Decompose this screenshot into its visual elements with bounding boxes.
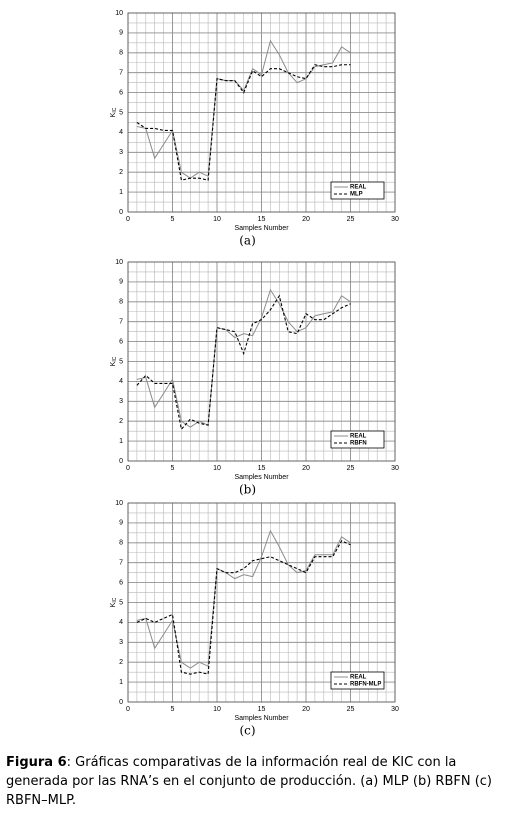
y-tick-label: 6 bbox=[119, 338, 123, 345]
y-tick-label: 9 bbox=[119, 279, 123, 286]
y-axis-label: KIC bbox=[110, 107, 118, 117]
x-tick-label: 15 bbox=[258, 706, 266, 713]
y-tick-label: 6 bbox=[119, 89, 123, 96]
x-tick-label: 0 bbox=[126, 216, 130, 223]
x-tick-label: 10 bbox=[213, 216, 221, 223]
y-tick-label: 9 bbox=[119, 30, 123, 37]
y-axis-label-sub: IC bbox=[112, 597, 118, 602]
legend-box bbox=[330, 181, 385, 200]
y-tick-label: 7 bbox=[119, 560, 123, 567]
y-axis-label: KIC bbox=[110, 597, 118, 607]
data-line bbox=[136, 64, 351, 181]
y-axis-label-main: K bbox=[110, 361, 117, 366]
data-line bbox=[136, 540, 351, 675]
plot-frame bbox=[127, 261, 396, 462]
y-tick-label: 4 bbox=[119, 129, 123, 136]
y-tick-label: 2 bbox=[119, 169, 123, 176]
x-tick-label: 5 bbox=[171, 216, 175, 223]
x-tick-label: 20 bbox=[302, 216, 310, 223]
legend-box bbox=[330, 671, 385, 690]
y-tick-label: 10 bbox=[115, 259, 123, 266]
x-tick-label: 30 bbox=[391, 216, 399, 223]
y-tick-label: 0 bbox=[119, 699, 123, 706]
x-tick-label: 0 bbox=[126, 706, 130, 713]
caption: Figura 6: Gráficas comparativas de la in… bbox=[6, 753, 502, 810]
y-tick-label: 1 bbox=[119, 679, 123, 686]
y-tick-label: 1 bbox=[119, 189, 123, 196]
x-tick-label: 25 bbox=[347, 706, 355, 713]
y-tick-label: 8 bbox=[119, 50, 123, 57]
x-tick-label: 25 bbox=[347, 216, 355, 223]
y-tick-label: 8 bbox=[119, 299, 123, 306]
y-tick-label: 5 bbox=[119, 358, 123, 365]
caption-text: : Gráficas comparativas de la informació… bbox=[6, 755, 493, 808]
x-axis-label: Samples Number bbox=[234, 225, 289, 232]
y-axis-label-sub: IC bbox=[112, 356, 118, 361]
y-tick-label: 4 bbox=[119, 378, 123, 385]
plot-frame bbox=[127, 502, 396, 703]
y-tick-label: 10 bbox=[115, 10, 123, 17]
legend-label: REAL bbox=[350, 185, 367, 191]
caption-label: Figura 6 bbox=[6, 755, 67, 770]
x-tick-label: 25 bbox=[347, 465, 355, 472]
y-tick-label: 6 bbox=[119, 579, 123, 586]
y-tick-label: 7 bbox=[119, 319, 123, 326]
x-tick-label: 15 bbox=[258, 465, 266, 472]
y-tick-label: 9 bbox=[119, 520, 123, 527]
legend-label: REAL bbox=[350, 434, 367, 440]
plot-frame bbox=[127, 12, 396, 213]
y-tick-label: 5 bbox=[119, 599, 123, 606]
x-tick-label: 10 bbox=[213, 706, 221, 713]
legend-label: MLP bbox=[350, 192, 363, 198]
subfigure-label: (b) bbox=[239, 483, 256, 497]
x-axis-label: Samples Number bbox=[234, 715, 289, 722]
y-tick-label: 2 bbox=[119, 418, 123, 425]
y-tick-label: 0 bbox=[119, 458, 123, 465]
y-axis-label-main: K bbox=[110, 112, 117, 117]
y-tick-label: 3 bbox=[119, 398, 123, 405]
legend-box bbox=[330, 430, 385, 449]
subfigure-label: (a) bbox=[239, 234, 256, 248]
y-axis-label-sub: IC bbox=[112, 107, 118, 112]
x-tick-label: 0 bbox=[126, 465, 130, 472]
y-tick-label: 7 bbox=[119, 70, 123, 77]
data-line bbox=[136, 529, 351, 669]
x-tick-label: 5 bbox=[171, 706, 175, 713]
x-tick-label: 15 bbox=[258, 216, 266, 223]
x-tick-label: 10 bbox=[213, 465, 221, 472]
y-tick-label: 2 bbox=[119, 659, 123, 666]
legend-label: REAL bbox=[350, 675, 367, 681]
y-tick-label: 1 bbox=[119, 438, 123, 445]
y-tick-label: 4 bbox=[119, 619, 123, 626]
data-line bbox=[136, 288, 351, 428]
x-tick-label: 30 bbox=[391, 706, 399, 713]
x-tick-label: 30 bbox=[391, 465, 399, 472]
subfigure-label: (c) bbox=[239, 724, 255, 738]
y-tick-label: 3 bbox=[119, 639, 123, 646]
x-tick-label: 20 bbox=[302, 465, 310, 472]
y-tick-label: 10 bbox=[115, 500, 123, 507]
x-axis-label: Samples Number bbox=[234, 474, 289, 481]
y-tick-label: 0 bbox=[119, 209, 123, 216]
y-tick-label: 8 bbox=[119, 540, 123, 547]
legend-label: RBFN bbox=[350, 441, 367, 447]
y-tick-label: 3 bbox=[119, 149, 123, 156]
y-axis-label: KIC bbox=[110, 356, 118, 366]
y-axis-label-main: K bbox=[110, 602, 117, 607]
x-tick-label: 5 bbox=[171, 465, 175, 472]
x-tick-label: 20 bbox=[302, 706, 310, 713]
y-tick-label: 5 bbox=[119, 109, 123, 116]
legend-label: RBFN-MLP bbox=[350, 682, 381, 688]
data-line bbox=[136, 294, 351, 431]
